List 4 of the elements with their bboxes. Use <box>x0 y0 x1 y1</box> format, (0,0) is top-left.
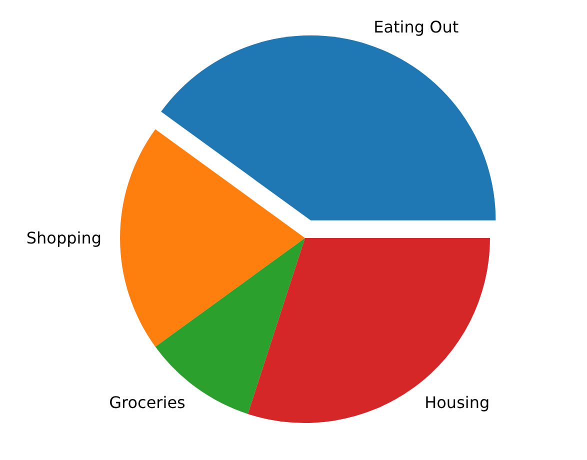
slice-label: Shopping <box>26 228 102 248</box>
slice-label: Groceries <box>109 393 186 412</box>
slice-label: Eating Out <box>374 17 459 36</box>
slice-label: Housing <box>424 393 490 412</box>
